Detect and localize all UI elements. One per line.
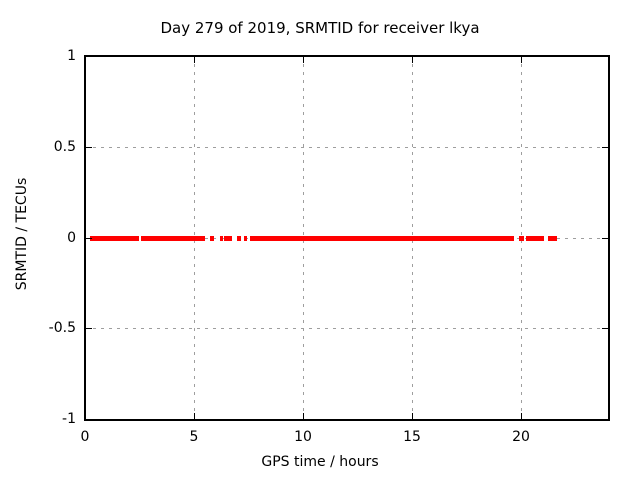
y-tick-right-0 [602, 238, 608, 239]
y-tick-label-1: 1 [67, 48, 76, 64]
y-axis-label: SRMTID / TECUs [14, 177, 30, 291]
y-tick-left-0.5 [86, 147, 92, 148]
y-tick-label-0.5: 0.5 [53, 139, 76, 155]
data-segment [141, 236, 205, 241]
y-tick-left--0.5 [86, 328, 92, 329]
y-tick-label--0.5: -0.5 [48, 320, 76, 336]
x-tick-label-0: 0 [80, 429, 90, 445]
y-tick-right-0.5 [602, 147, 608, 148]
data-segment [90, 236, 139, 241]
data-segment [220, 236, 223, 241]
y-tick-label--1: -1 [62, 411, 76, 427]
data-segment [224, 236, 232, 241]
x-tick-bottom-10 [303, 413, 304, 419]
data-segment [526, 236, 544, 241]
data-segment [519, 236, 524, 241]
data-segment [250, 236, 514, 241]
data-segment [244, 236, 247, 241]
y-tick-left-0 [86, 238, 92, 239]
plot-border [84, 55, 610, 421]
x-tick-bottom-5 [194, 413, 195, 419]
y-tick-right--0.5 [602, 328, 608, 329]
x-tick-label-20: 20 [512, 429, 530, 445]
gridline-y-0.5 [85, 147, 608, 148]
x-tick-label-10: 10 [294, 429, 312, 445]
data-segment [237, 236, 241, 241]
data-segment [548, 236, 557, 241]
x-tick-top-15 [412, 57, 413, 63]
x-axis-label: GPS time / hours [261, 454, 379, 470]
x-tick-bottom-15 [412, 413, 413, 419]
x-tick-bottom-20 [521, 413, 522, 419]
x-tick-top-10 [303, 57, 304, 63]
x-tick-label-15: 15 [403, 429, 421, 445]
chart-title: Day 279 of 2019, SRMTID for receiver lky… [160, 19, 480, 37]
y-tick-label-0: 0 [67, 230, 76, 246]
gridline-y--0.5 [85, 328, 608, 329]
x-tick-top-5 [194, 57, 195, 63]
x-tick-label-5: 5 [189, 429, 199, 445]
x-tick-top-20 [521, 57, 522, 63]
data-segment [210, 236, 214, 241]
